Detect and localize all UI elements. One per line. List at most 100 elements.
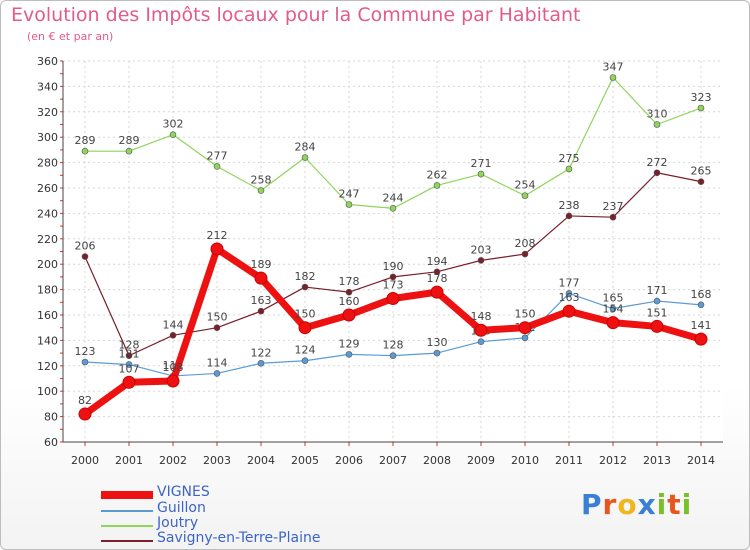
data-label: 203	[471, 243, 492, 256]
data-point	[125, 361, 133, 368]
data-point	[257, 187, 265, 194]
data-label: 107	[119, 362, 140, 375]
data-label: 190	[383, 260, 404, 273]
data-label: 150	[207, 311, 228, 324]
y-tick-label: 180	[37, 284, 58, 297]
logo-letter: r	[602, 488, 618, 521]
data-label: 247	[339, 188, 360, 201]
data-label: 206	[75, 240, 96, 253]
data-label: 177	[559, 276, 580, 289]
x-tick-label: 2004	[247, 454, 275, 467]
data-point	[433, 268, 441, 276]
data-label: 129	[339, 337, 360, 350]
data-label: 128	[383, 339, 404, 352]
data-label: 272	[647, 156, 668, 169]
data-point	[653, 297, 661, 305]
data-point	[389, 273, 397, 281]
data-point	[342, 308, 356, 322]
data-label: 244	[383, 191, 404, 204]
y-tick-label: 320	[37, 106, 58, 119]
logo-letter: x	[637, 488, 657, 521]
legend-label-savigny: Savigny-en-Terre-Plaine	[157, 530, 321, 546]
data-point	[81, 253, 89, 260]
data-label: 265	[691, 165, 712, 178]
data-label: 121	[119, 348, 140, 361]
legend-label-joutry: Joutry	[157, 515, 199, 531]
data-point	[125, 147, 133, 155]
data-point	[125, 352, 133, 359]
legend-label-guillon: Guillon	[157, 500, 206, 516]
logo-letter: o	[617, 488, 638, 521]
legend-swatch-vignes	[101, 491, 153, 499]
data-point	[433, 182, 441, 189]
data-label: 82	[78, 394, 92, 407]
x-tick-label: 2000	[71, 454, 99, 467]
data-point	[697, 178, 705, 185]
legend-swatch-savigny	[101, 540, 153, 542]
legend-swatch-guillon	[101, 510, 153, 512]
data-point	[210, 242, 224, 256]
data-point	[697, 104, 705, 112]
data-label: 182	[295, 270, 316, 283]
data-point	[653, 169, 661, 177]
y-tick-label: 120	[37, 360, 58, 373]
data-label: 168	[691, 288, 712, 301]
y-tick-label: 240	[37, 207, 58, 220]
x-tick-label: 2012	[599, 454, 627, 467]
data-label: 108	[163, 361, 184, 374]
data-label: 178	[427, 272, 448, 285]
data-label: 150	[295, 308, 316, 321]
y-tick-label: 280	[37, 157, 58, 170]
data-label: 258	[251, 174, 272, 187]
data-label: 262	[427, 168, 448, 181]
data-label: 302	[163, 118, 184, 131]
data-label: 160	[339, 295, 360, 308]
y-tick-label: 200	[37, 258, 58, 271]
data-label: 163	[559, 291, 580, 304]
data-point	[521, 192, 529, 199]
data-label: 277	[207, 149, 228, 162]
y-tick-label: 80	[44, 411, 58, 424]
data-label: 124	[295, 344, 316, 357]
y-tick-label: 160	[37, 309, 58, 322]
data-point	[697, 301, 705, 309]
data-point	[166, 374, 180, 388]
data-label: 289	[75, 134, 96, 147]
data-point	[345, 351, 353, 358]
logo-letter: i	[681, 488, 693, 521]
data-point	[169, 332, 177, 339]
x-tick-label: 2002	[159, 454, 187, 467]
y-tick-label: 260	[37, 182, 58, 195]
y-tick-label: 360	[37, 55, 58, 68]
data-label: 310	[647, 108, 668, 121]
x-tick-label: 2014	[687, 454, 715, 467]
data-label: 123	[75, 345, 96, 358]
data-point	[606, 316, 620, 330]
data-label: 163	[251, 294, 272, 307]
data-point	[301, 357, 309, 365]
data-label: 284	[295, 141, 316, 154]
data-point	[565, 212, 573, 220]
data-label: 323	[691, 91, 712, 104]
x-tick-label: 2007	[379, 454, 407, 467]
data-point	[254, 271, 268, 285]
data-point	[257, 359, 265, 367]
data-point	[518, 321, 532, 335]
data-label: 178	[339, 275, 360, 288]
logo-letter: P	[581, 488, 603, 521]
data-point	[430, 285, 444, 299]
data-label: 254	[515, 179, 536, 192]
data-point	[521, 334, 529, 342]
data-point	[298, 321, 312, 335]
data-point	[78, 407, 92, 421]
data-label: 208	[515, 237, 536, 250]
data-label: 151	[647, 306, 668, 319]
data-point	[521, 250, 529, 258]
data-point	[609, 74, 617, 81]
data-point	[213, 370, 221, 377]
data-point	[474, 323, 488, 337]
data-label: 171	[647, 284, 668, 297]
legend-label-vignes: VIGNES	[157, 484, 210, 500]
